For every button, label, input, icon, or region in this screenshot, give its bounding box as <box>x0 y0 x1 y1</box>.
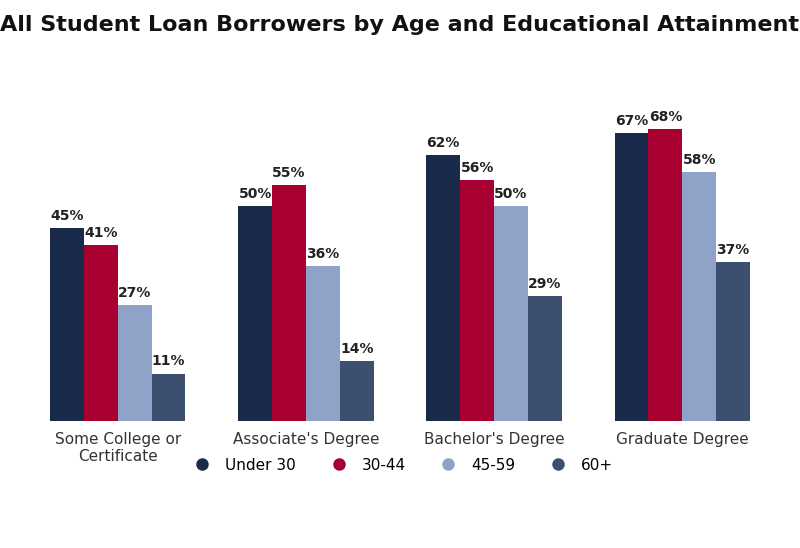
Text: 67%: 67% <box>615 114 648 128</box>
Bar <box>238 206 272 421</box>
Bar <box>614 133 648 421</box>
Legend: Under 30, 30-44, 45-59, 60+: Under 30, 30-44, 45-59, 60+ <box>181 452 619 479</box>
Bar <box>426 155 460 421</box>
Bar <box>50 227 84 421</box>
Text: 11%: 11% <box>152 355 186 368</box>
Text: 68%: 68% <box>649 110 682 124</box>
Text: 58%: 58% <box>682 153 716 167</box>
Bar <box>528 296 562 421</box>
Bar <box>494 206 528 421</box>
Text: 36%: 36% <box>306 247 339 261</box>
Bar <box>460 180 494 421</box>
Text: 56%: 56% <box>461 161 494 175</box>
Bar <box>272 185 306 421</box>
Bar <box>306 266 340 421</box>
Text: 37%: 37% <box>717 243 750 257</box>
Text: 29%: 29% <box>528 277 562 291</box>
Bar <box>682 172 716 421</box>
Bar <box>84 245 118 421</box>
Bar <box>340 361 374 421</box>
Bar <box>152 374 186 421</box>
Bar <box>648 129 682 421</box>
Text: 14%: 14% <box>340 341 374 356</box>
Title: All Student Loan Borrowers by Age and Educational Attainment: All Student Loan Borrowers by Age and Ed… <box>1 15 799 35</box>
Text: 50%: 50% <box>238 187 272 201</box>
Text: 62%: 62% <box>426 135 460 150</box>
Text: 41%: 41% <box>84 226 118 239</box>
Text: 50%: 50% <box>494 187 528 201</box>
Text: 55%: 55% <box>272 165 306 180</box>
Bar <box>118 305 152 421</box>
Text: 27%: 27% <box>118 286 151 300</box>
Text: 45%: 45% <box>50 209 84 222</box>
Bar <box>716 262 750 421</box>
